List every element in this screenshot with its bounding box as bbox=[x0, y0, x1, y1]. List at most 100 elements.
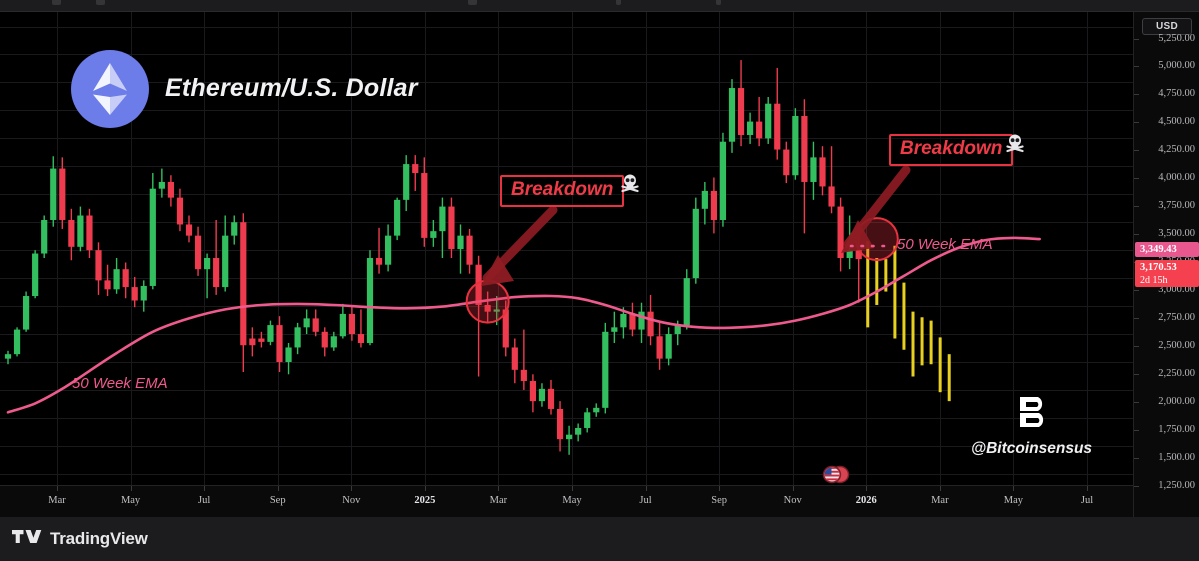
candle-body bbox=[529, 381, 536, 402]
bitcoinsensus-b-logo-icon bbox=[1014, 394, 1050, 430]
gridline-vertical bbox=[939, 12, 941, 485]
time-axis[interactable]: Mar May Jul Sep Nov 2025 Mar May Jul Sep Nov 2026 Ma… bbox=[0, 465, 1133, 517]
gridline-horizontal bbox=[0, 250, 1133, 252]
candle-body bbox=[4, 354, 12, 359]
time-tick-mark bbox=[351, 486, 353, 491]
time-tick-mark bbox=[130, 486, 132, 491]
toolbar-icon-5[interactable] bbox=[716, 0, 721, 5]
ema-label-left: 50 Week EMA bbox=[72, 375, 168, 392]
footer-bar: TradingView bbox=[0, 517, 1199, 561]
time-tick-label: Mar bbox=[489, 495, 508, 506]
price-axis[interactable]: USD 5,250.00 5,000.00 4,750.00 4,500.00 4,25… bbox=[1133, 12, 1199, 517]
candle-body bbox=[783, 149, 790, 176]
candle-body bbox=[158, 181, 165, 189]
candle-body bbox=[68, 219, 75, 247]
gridline-vertical bbox=[498, 12, 500, 485]
time-tick-label: Sep bbox=[269, 495, 286, 506]
candle-body bbox=[584, 412, 591, 428]
page-title: Ethereum/U.S. Dollar bbox=[165, 74, 418, 102]
candle-body bbox=[638, 311, 645, 330]
candle-body bbox=[855, 250, 862, 260]
toolbar-icon-3[interactable] bbox=[468, 0, 477, 5]
time-tick-mark bbox=[572, 486, 573, 491]
candle-body bbox=[213, 258, 220, 288]
price-tick-mark bbox=[1134, 290, 1139, 292]
candle-body bbox=[457, 235, 464, 250]
candle-body bbox=[765, 103, 772, 139]
time-tick-label: May bbox=[1003, 495, 1024, 506]
candle-body bbox=[493, 309, 500, 312]
candle-body bbox=[394, 199, 401, 236]
candle-body bbox=[240, 222, 247, 346]
candle-body bbox=[113, 269, 120, 290]
price-tick-label: 4,750.00 bbox=[1158, 88, 1195, 100]
tradingview-wordmark: TradingView bbox=[50, 529, 148, 548]
time-tick-label: May bbox=[562, 495, 582, 506]
candle-body bbox=[611, 327, 618, 332]
candle-body bbox=[484, 304, 491, 312]
breakdown-annotation-1: Breakdown bbox=[500, 175, 625, 207]
candle-body bbox=[258, 338, 265, 342]
candle-body bbox=[547, 388, 555, 409]
toolbar-icon-4[interactable] bbox=[616, 0, 621, 5]
candle-body bbox=[656, 336, 663, 359]
price-tick-mark bbox=[1134, 38, 1139, 40]
candle-body bbox=[846, 250, 853, 259]
breakdown-circle-marker bbox=[465, 279, 510, 324]
gridline-vertical bbox=[57, 12, 58, 485]
price-tick-mark bbox=[1134, 234, 1139, 236]
candle-body bbox=[701, 190, 708, 209]
time-tick-mark bbox=[277, 486, 279, 491]
candle-body bbox=[719, 141, 727, 220]
gridline-vertical bbox=[130, 12, 132, 485]
candle-body bbox=[710, 190, 717, 220]
candle-body bbox=[294, 327, 301, 348]
candle-body bbox=[683, 278, 690, 326]
time-tick-mark bbox=[719, 486, 721, 491]
toolbar-strip bbox=[0, 0, 1199, 12]
price-tick-label: 2,250.00 bbox=[1158, 367, 1195, 379]
time-tick-label: Jul bbox=[639, 495, 652, 506]
breakdown-annotation-2: Breakdown bbox=[889, 134, 1014, 166]
price-tick-mark bbox=[1134, 122, 1139, 124]
toolbar-icon-2[interactable] bbox=[96, 0, 105, 5]
price-tick-label: 1,250.00 bbox=[1158, 479, 1195, 491]
gridline-vertical bbox=[351, 12, 353, 485]
candle-body bbox=[312, 318, 319, 332]
candle-body bbox=[674, 325, 681, 335]
candle-body bbox=[692, 208, 699, 279]
time-tick-label: 2025 bbox=[414, 495, 436, 506]
ema-50week-line bbox=[6, 236, 1041, 414]
candle-body bbox=[366, 258, 374, 343]
time-tick-mark bbox=[498, 486, 500, 491]
price-tick-label: 5,250.00 bbox=[1158, 32, 1195, 44]
price-tick-mark bbox=[1134, 318, 1139, 320]
time-tick-label: Nov bbox=[783, 495, 802, 506]
candle-body bbox=[448, 206, 455, 250]
currency-unit-button[interactable]: USD bbox=[1142, 18, 1192, 35]
price-tick-mark bbox=[1134, 206, 1139, 208]
gridline-horizontal bbox=[0, 166, 1133, 168]
chart-plot-area[interactable]: Ethereum/U.S. Dollar Breakdown Breakdown bbox=[0, 12, 1133, 485]
price-tick-label: 3,500.00 bbox=[1158, 228, 1195, 240]
candle-body bbox=[819, 157, 826, 187]
us-flag-economic-event-icon[interactable] bbox=[820, 465, 851, 484]
gridline-horizontal bbox=[0, 194, 1133, 196]
toolbar-icon-1[interactable] bbox=[52, 0, 61, 5]
ethereum-logo-icon bbox=[71, 50, 149, 128]
candle-body bbox=[50, 168, 57, 220]
candle-body bbox=[41, 219, 48, 254]
candle-body bbox=[95, 250, 102, 281]
candle-body bbox=[330, 336, 337, 348]
candle-body bbox=[747, 121, 754, 136]
candle-body bbox=[303, 318, 310, 328]
candle-body bbox=[602, 331, 609, 408]
candle-body bbox=[566, 434, 573, 440]
price-tick-label: 3,750.00 bbox=[1158, 200, 1195, 212]
time-tick-label: Nov bbox=[342, 495, 361, 506]
price-tick-mark bbox=[1134, 401, 1139, 403]
time-tick-label: 2026 bbox=[855, 495, 877, 506]
projection-bar-series bbox=[866, 241, 951, 402]
gridline-horizontal bbox=[0, 278, 1133, 280]
candle-body bbox=[466, 235, 473, 265]
